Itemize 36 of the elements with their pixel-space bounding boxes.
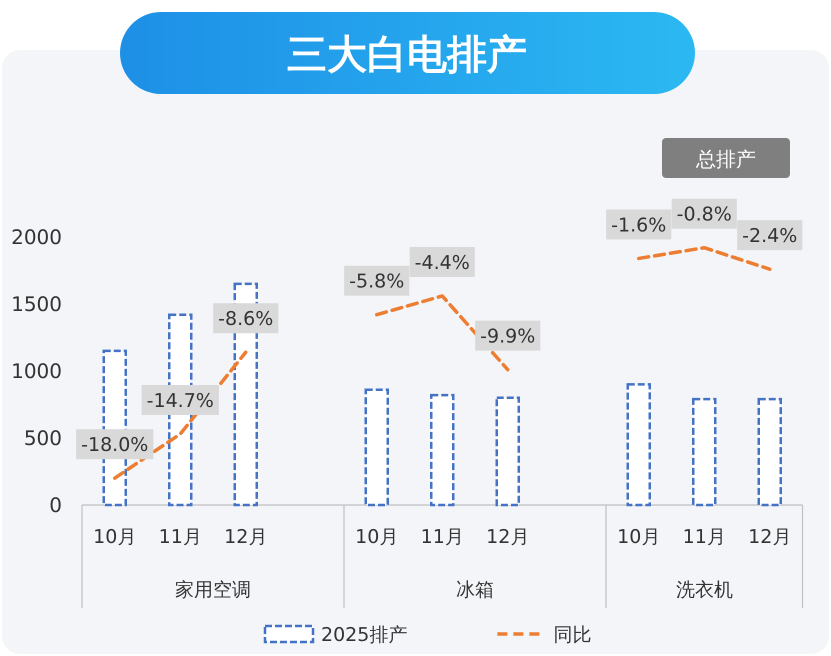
bar	[692, 398, 716, 506]
legend-label: 同比	[553, 624, 592, 646]
data-label: -4.4%	[414, 252, 470, 274]
legend-label: 2025排产	[321, 624, 408, 646]
text: 家用空调	[175, 579, 251, 601]
bar	[364, 388, 389, 506]
y-tick-label: 1000	[11, 359, 62, 383]
data-label: -14.7%	[146, 390, 214, 412]
data-label: -8.6%	[218, 308, 274, 330]
x-tick-label: 11月	[420, 526, 464, 548]
x-tick-label: 10月	[617, 526, 660, 548]
x-tick-label: 12月	[486, 526, 530, 548]
text: 洗衣机	[676, 579, 733, 601]
y-tick-label: 2000	[11, 225, 62, 249]
text: 冰箱	[456, 579, 494, 601]
bar	[430, 394, 454, 506]
x-tick-label: 10月	[355, 526, 398, 548]
data-label: -9.9%	[480, 326, 536, 348]
data-label: -18.0%	[81, 434, 148, 456]
y-tick-label: 0	[49, 493, 62, 517]
text: 总排产	[695, 147, 756, 171]
data-label: -5.8%	[349, 270, 404, 293]
bar	[496, 396, 520, 506]
x-tick-label: 11月	[158, 526, 202, 548]
y-tick-label: 1500	[11, 292, 62, 316]
y-tick-label: 500	[24, 426, 62, 450]
data-label: -2.4%	[742, 225, 798, 248]
bar	[758, 398, 782, 506]
x-tick-label: 12月	[748, 526, 792, 548]
data-label: -1.6%	[611, 214, 666, 236]
data-label: -0.8%	[676, 204, 732, 226]
x-tick-label: 11月	[682, 526, 726, 548]
x-tick-label: 10月	[93, 526, 136, 548]
bar	[626, 383, 651, 506]
chart-title: 三大白电排产	[287, 32, 527, 78]
x-tick-label: 12月	[224, 526, 268, 548]
